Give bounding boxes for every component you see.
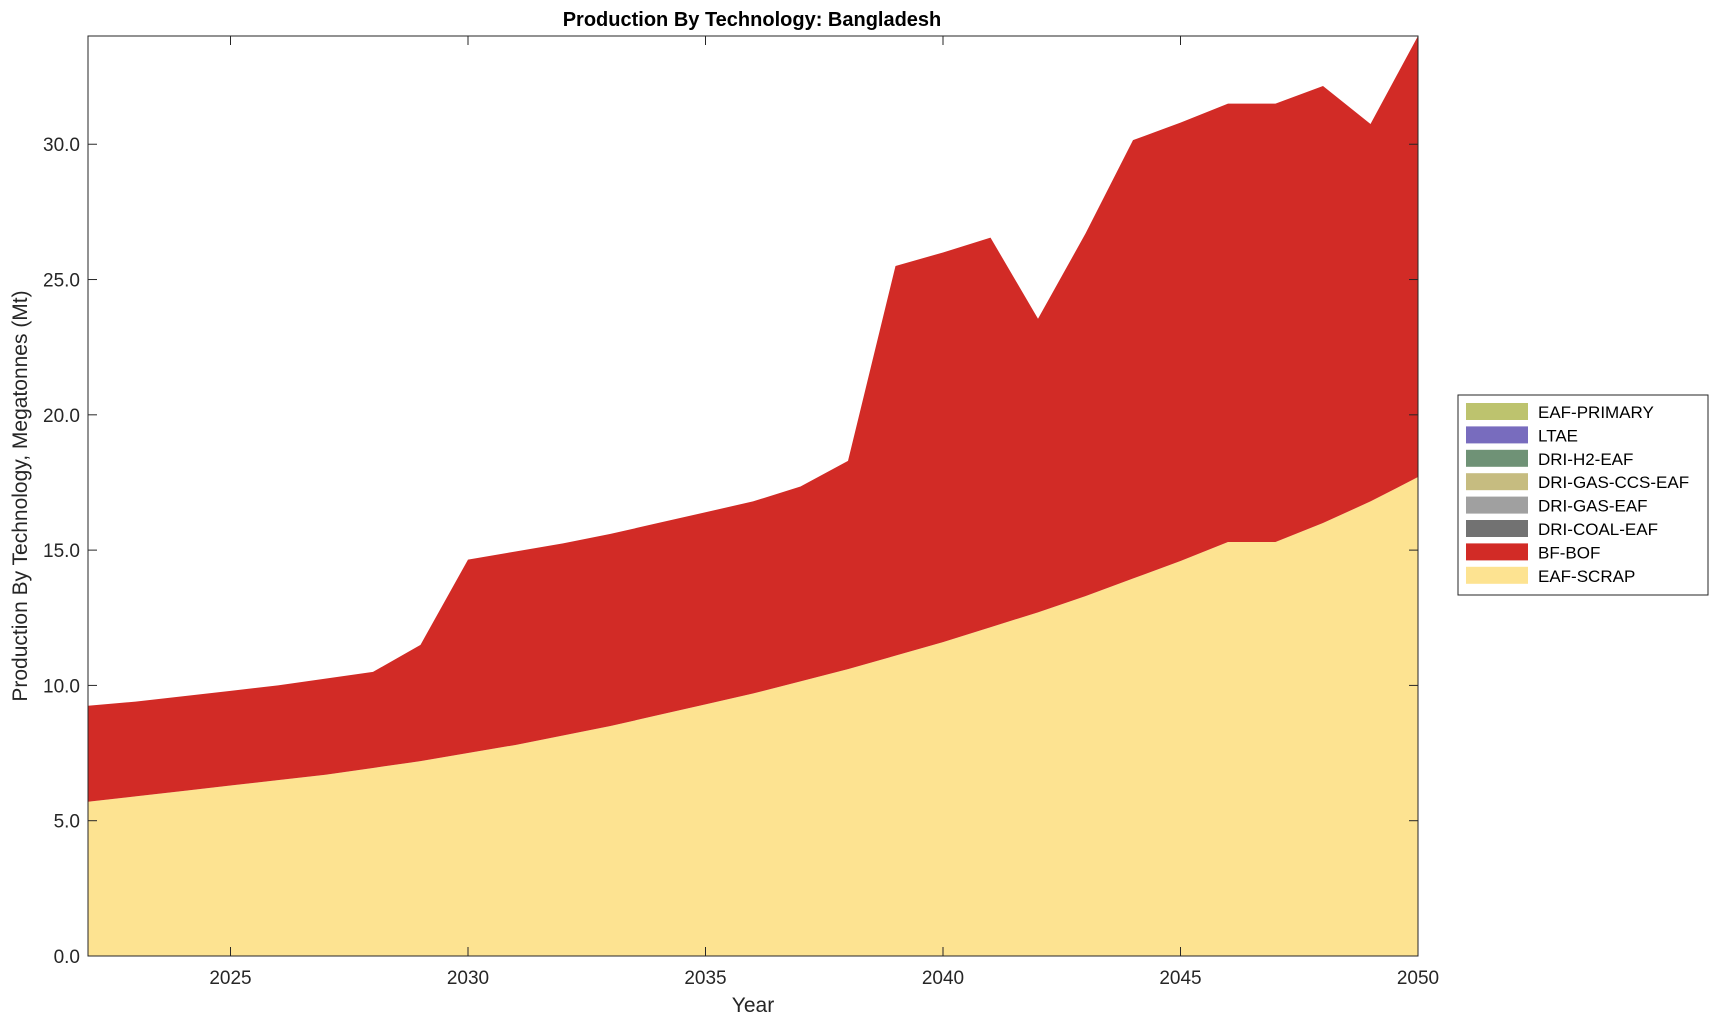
legend-swatch-dri-gas-ccs-eaf	[1466, 473, 1528, 491]
x-tick-label: 2040	[922, 968, 964, 989]
x-tick-label: 2050	[1397, 968, 1439, 989]
legend-label-dri-coal-eaf: DRI-COAL-EAF	[1538, 520, 1658, 539]
area-series-bf-bof	[88, 36, 1418, 802]
x-axis-title: Year	[732, 994, 774, 1017]
legend-box	[1457, 394, 1709, 596]
legend-swatch-ltae	[1466, 426, 1528, 444]
legend-swatch-dri-coal-eaf	[1466, 520, 1528, 537]
legend-label-ltae: LTAE	[1538, 426, 1578, 445]
legend: EAF-PRIMARY LTAE DRI-H2-EAF DRI-GAS-CCS-EAF…	[1457, 394, 1709, 596]
area-series-eaf-scrap	[88, 477, 1418, 956]
y-tick-label: 0.0	[54, 947, 80, 968]
legend-label-eaf-primary: EAF-PRIMARY	[1538, 403, 1654, 422]
plot-frame	[87, 35, 1419, 957]
y-tick-label: 15.0	[43, 541, 80, 562]
legend-label-bf-bof: BF-BOF	[1538, 543, 1600, 562]
chart-title: Production By Technology: Bangladesh	[563, 9, 942, 31]
legend-swatch-eaf-scrap	[1466, 566, 1528, 584]
y-tick-label: 30.0	[43, 135, 80, 156]
legend-swatch-eaf-primary	[1466, 403, 1528, 420]
legend-label-dri-h2-eaf: DRI-H2-EAF	[1538, 450, 1633, 469]
legend-label-dri-gas-eaf: DRI-GAS-EAF	[1538, 497, 1648, 516]
x-tick-label: 2045	[1159, 968, 1201, 989]
legend-swatch-dri-h2-eaf	[1466, 449, 1528, 467]
x-tick-label: 2035	[684, 968, 726, 989]
legend-swatch-dri-gas-eaf	[1466, 496, 1528, 514]
y-tick-label: 25.0	[43, 271, 80, 292]
x-tick-label: 2025	[209, 968, 251, 989]
areas-layer	[88, 36, 1418, 956]
x-tick-label: 2030	[447, 968, 489, 989]
legend-swatch-bf-bof	[1466, 543, 1528, 561]
legend-label-eaf-scrap: EAF-SCRAP	[1538, 567, 1635, 586]
y-tick-label: 10.0	[43, 676, 80, 697]
y-tick-label: 5.0	[54, 812, 80, 833]
y-tick-label: 20.0	[43, 406, 80, 427]
y-axis-title: Production By Technology, Megatonnes (Mt…	[9, 290, 32, 701]
legend-label-dri-gas-ccs-eaf: DRI-GAS-CCS-EAF	[1538, 473, 1689, 492]
